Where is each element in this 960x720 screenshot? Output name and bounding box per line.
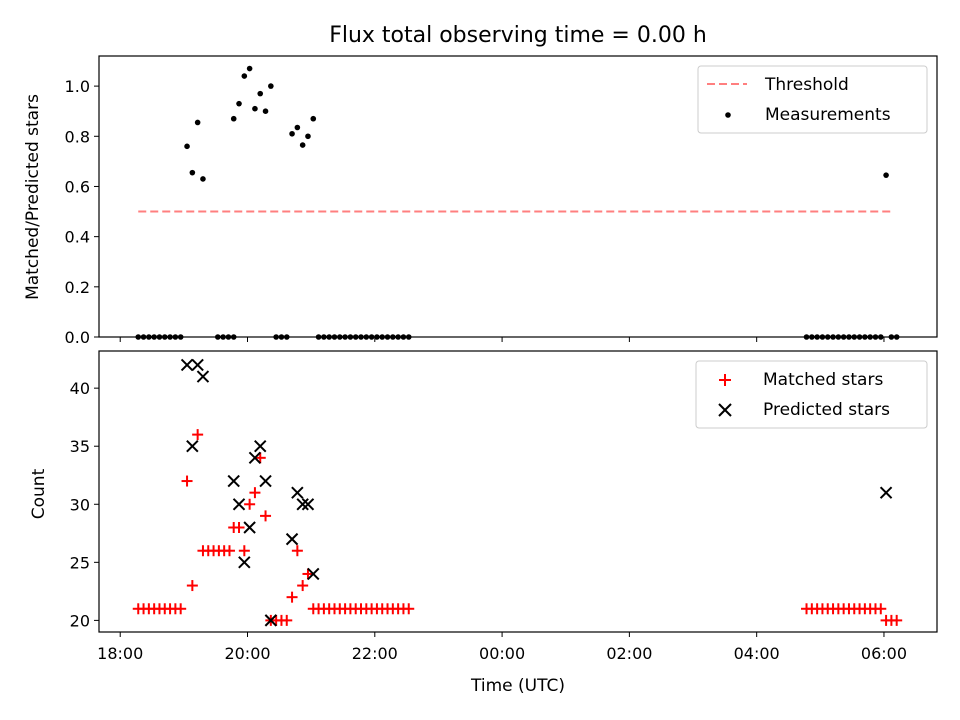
bottom-y-tick-label: 35 bbox=[70, 437, 90, 456]
bottom-y-tick-label: 30 bbox=[70, 495, 90, 514]
predicted-point bbox=[307, 567, 320, 581]
bottom-y-axis: 20 25 30 35 40 bbox=[70, 379, 99, 630]
matched-point bbox=[254, 452, 266, 464]
predicted-point bbox=[186, 440, 199, 453]
x-tick-label: 02:00 bbox=[606, 644, 652, 663]
bottom-legend: Matched stars Predicted stars bbox=[695, 360, 928, 429]
predicted-point bbox=[238, 556, 251, 569]
x-axis-label: Time (UTC) bbox=[470, 676, 565, 696]
bottom-legend-box bbox=[695, 360, 928, 429]
predicted-point bbox=[879, 486, 893, 499]
top-y-label: Matched/Predicted stars bbox=[23, 94, 43, 300]
matched-point bbox=[238, 545, 250, 557]
measurement-point bbox=[294, 124, 301, 131]
legend-matched-label: Matched stars bbox=[763, 370, 883, 390]
x-tick-label: 00:00 bbox=[479, 644, 525, 663]
predicted-point bbox=[191, 358, 204, 372]
matched-point bbox=[291, 545, 303, 557]
predicted-point bbox=[196, 370, 210, 383]
top-y-tick-label: 0.8 bbox=[65, 127, 90, 146]
bottom-y-tick-label: 25 bbox=[70, 553, 90, 572]
top-y-tick-label: 0.4 bbox=[65, 228, 90, 247]
predicted-point bbox=[291, 486, 304, 499]
matched-point bbox=[403, 603, 415, 615]
top-x-ticks bbox=[119, 337, 885, 342]
measurement-point bbox=[189, 169, 196, 176]
predicted-point bbox=[232, 498, 246, 511]
predicted-point bbox=[259, 474, 272, 488]
top-legend-box bbox=[697, 65, 928, 134]
predicted-point bbox=[243, 521, 256, 534]
matched-point bbox=[175, 603, 187, 615]
bottom-panel: 20 25 30 35 40 18:00 20:00 22:00 00:00 02:00 04:0… bbox=[29, 350, 938, 696]
matched-point bbox=[286, 591, 298, 603]
matched-point bbox=[192, 429, 204, 441]
matched-point bbox=[223, 545, 235, 557]
matched-points bbox=[132, 429, 903, 626]
x-tick-label: 20:00 bbox=[224, 644, 270, 663]
measurement-point bbox=[268, 83, 274, 89]
predicted-point bbox=[248, 451, 262, 465]
measurement-point bbox=[262, 108, 269, 114]
matched-point bbox=[891, 614, 903, 626]
predicted-point bbox=[227, 474, 240, 488]
x-tick-label: 18:00 bbox=[97, 644, 143, 663]
chart-title: Flux total observing time = 0.00 h bbox=[329, 23, 707, 48]
legend-measurements-label: Measurements bbox=[765, 105, 891, 125]
x-tick-label: 22:00 bbox=[352, 644, 398, 663]
predicted-legend-swatch bbox=[718, 403, 732, 417]
bottom-x-axis: 18:00 20:00 22:00 00:00 02:00 04:00 06:00 bbox=[97, 632, 907, 663]
bottom-y-tick-label: 40 bbox=[70, 379, 90, 398]
measurement-point bbox=[194, 119, 201, 126]
predicted-point bbox=[285, 532, 299, 546]
matched-point bbox=[249, 487, 261, 499]
matched-point bbox=[186, 580, 198, 592]
measurement-point bbox=[257, 90, 264, 97]
predicted-points bbox=[180, 358, 893, 627]
measurement-point bbox=[305, 133, 311, 140]
measurement-point bbox=[236, 100, 242, 107]
top-y-tick-label: 1.0 bbox=[65, 77, 90, 96]
legend-predicted-label: Predicted stars bbox=[763, 400, 890, 420]
x-tick-label: 04:00 bbox=[734, 644, 780, 663]
measurement-point bbox=[299, 142, 306, 148]
predicted-point bbox=[301, 498, 315, 511]
legend-threshold-label: Threshold bbox=[764, 75, 849, 95]
measurement-point bbox=[883, 172, 889, 178]
matched-point bbox=[181, 475, 193, 487]
measurement-point bbox=[200, 176, 206, 182]
predicted-point bbox=[180, 358, 194, 372]
matched-point bbox=[233, 521, 245, 533]
matched-point bbox=[302, 568, 314, 580]
top-y-axis: 0.0 0.2 0.4 0.6 0.8 1.0 bbox=[65, 77, 99, 347]
top-panel: 0.0 0.2 0.4 0.6 0.8 1.0 Matched/Predicted sta… bbox=[23, 55, 938, 347]
measurement-point bbox=[252, 105, 258, 112]
matched-point bbox=[281, 614, 293, 626]
matched-point bbox=[297, 580, 309, 592]
bottom-plot-frame bbox=[98, 350, 938, 633]
measurement-point bbox=[289, 130, 295, 137]
measurement-point bbox=[310, 115, 317, 122]
x-tick-label: 06:00 bbox=[861, 644, 907, 663]
top-y-tick-label: 0.0 bbox=[65, 328, 90, 347]
matched-point bbox=[244, 498, 256, 510]
measurement-point bbox=[184, 143, 190, 150]
measurement-point bbox=[230, 115, 237, 122]
measurement-point bbox=[241, 73, 248, 79]
predicted-point bbox=[296, 498, 309, 511]
matched-legend-swatch bbox=[719, 374, 731, 386]
measurement-point bbox=[246, 65, 253, 72]
predicted-point bbox=[254, 440, 267, 453]
matched-point bbox=[260, 510, 272, 522]
bottom-y-label: Count bbox=[29, 468, 49, 519]
top-plot-frame bbox=[98, 55, 938, 338]
top-legend: Threshold Measurements bbox=[697, 65, 928, 134]
top-y-tick-label: 0.2 bbox=[65, 278, 90, 297]
top-y-tick-label: 0.6 bbox=[65, 177, 90, 196]
measurements-legend-swatch bbox=[725, 112, 731, 118]
bottom-y-tick-label: 20 bbox=[70, 611, 90, 630]
predicted-point bbox=[264, 614, 278, 627]
matched-point bbox=[875, 603, 887, 615]
